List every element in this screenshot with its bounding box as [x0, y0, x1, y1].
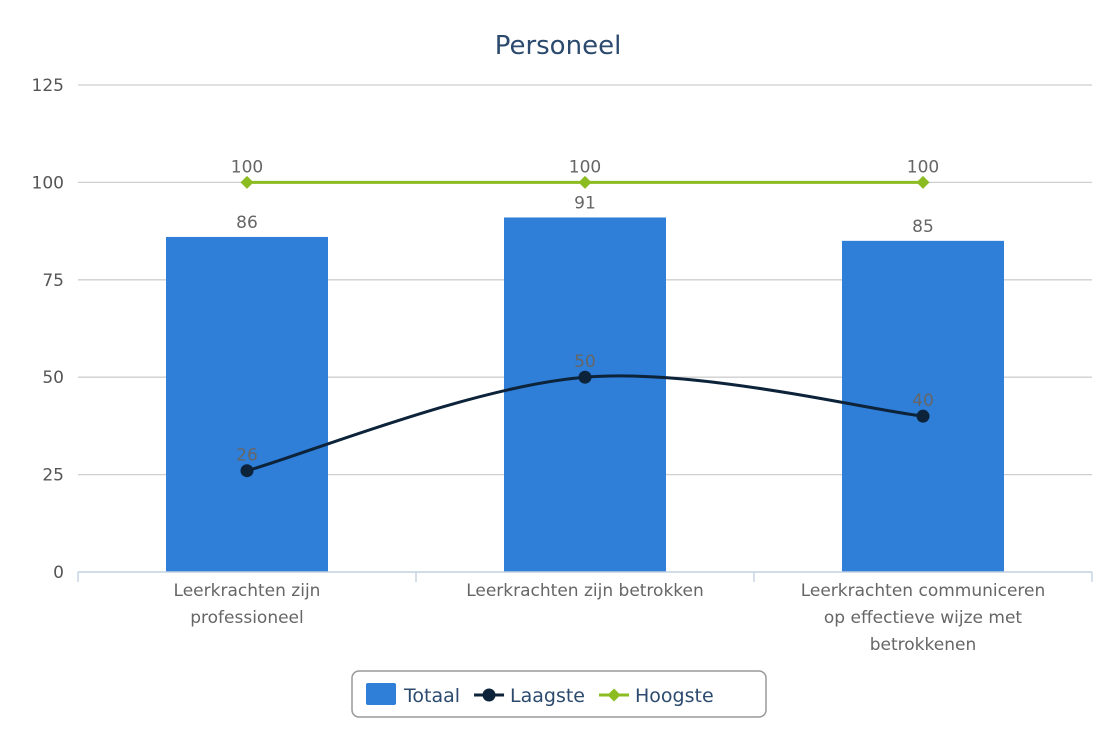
- point-hoogste: [240, 175, 254, 189]
- x-tick-label: Leerkrachten zijn betrokken: [466, 581, 704, 601]
- legend-swatch-totaal: [366, 683, 396, 705]
- data-label: 86: [236, 213, 258, 233]
- legend-box: [351, 670, 767, 718]
- legend-label-laagste: Laagste: [510, 685, 585, 707]
- point-laagste: [240, 464, 254, 478]
- x-tick-label: Leerkrachten zijn professioneel: [174, 581, 321, 628]
- axes: 0 25 50 75 100 125 Leerkrachten zijn profession…: [32, 76, 1093, 655]
- bar: [504, 217, 666, 573]
- legend-marker-laagste: [482, 688, 496, 702]
- y-tick-label: 0: [53, 563, 64, 583]
- bar: [166, 236, 328, 572]
- line-series: [240, 175, 930, 478]
- data-labels: 86 91 85 26 50 40 100 100 100: [231, 157, 939, 465]
- x-tick-label-line: Leerkrachten zijn betrokken: [466, 581, 704, 601]
- data-label: 40: [912, 391, 934, 411]
- point-hoogste: [916, 175, 930, 189]
- data-label: 26: [236, 446, 258, 466]
- bar-series-totaal: [166, 217, 1004, 573]
- chart-title: Personeel: [495, 31, 622, 61]
- data-label: 50: [574, 352, 596, 372]
- x-tick-label-line: Leerkrachten zijn: [174, 581, 321, 601]
- legend-item-laagste: Laagste: [474, 685, 585, 707]
- data-label: 100: [907, 157, 939, 177]
- legend-marker-hoogste: [607, 688, 621, 702]
- legend-item-hoogste: Hoogste: [599, 685, 714, 707]
- data-label: 100: [569, 157, 601, 177]
- y-tick-label: 100: [32, 173, 64, 193]
- y-tick-label: 75: [42, 271, 64, 291]
- point-laagste: [578, 370, 592, 384]
- legend: Totaal Laagste Hoogste: [351, 670, 767, 718]
- legend-item-totaal: Totaal: [366, 683, 460, 707]
- y-tick-label: 25: [42, 466, 64, 486]
- point-hoogste: [578, 175, 592, 189]
- y-tick-label: 50: [42, 368, 64, 388]
- point-laagste: [916, 409, 930, 423]
- legend-label-totaal: Totaal: [403, 685, 460, 707]
- data-label: 85: [912, 217, 934, 237]
- x-tick-label: Leerkrachten communiceren op effectieve w…: [801, 581, 1046, 655]
- legend-label-hoogste: Hoogste: [635, 685, 714, 707]
- x-tick-label-line: op effectieve wijze met: [824, 608, 1022, 628]
- x-tick-label-line: Leerkrachten communiceren: [801, 581, 1046, 601]
- data-label: 100: [231, 157, 263, 177]
- data-label: 91: [574, 193, 596, 213]
- x-tick-label-line: professioneel: [190, 608, 304, 628]
- x-tick-label-line: betrokkenen: [870, 635, 976, 655]
- y-tick-label: 125: [32, 76, 64, 96]
